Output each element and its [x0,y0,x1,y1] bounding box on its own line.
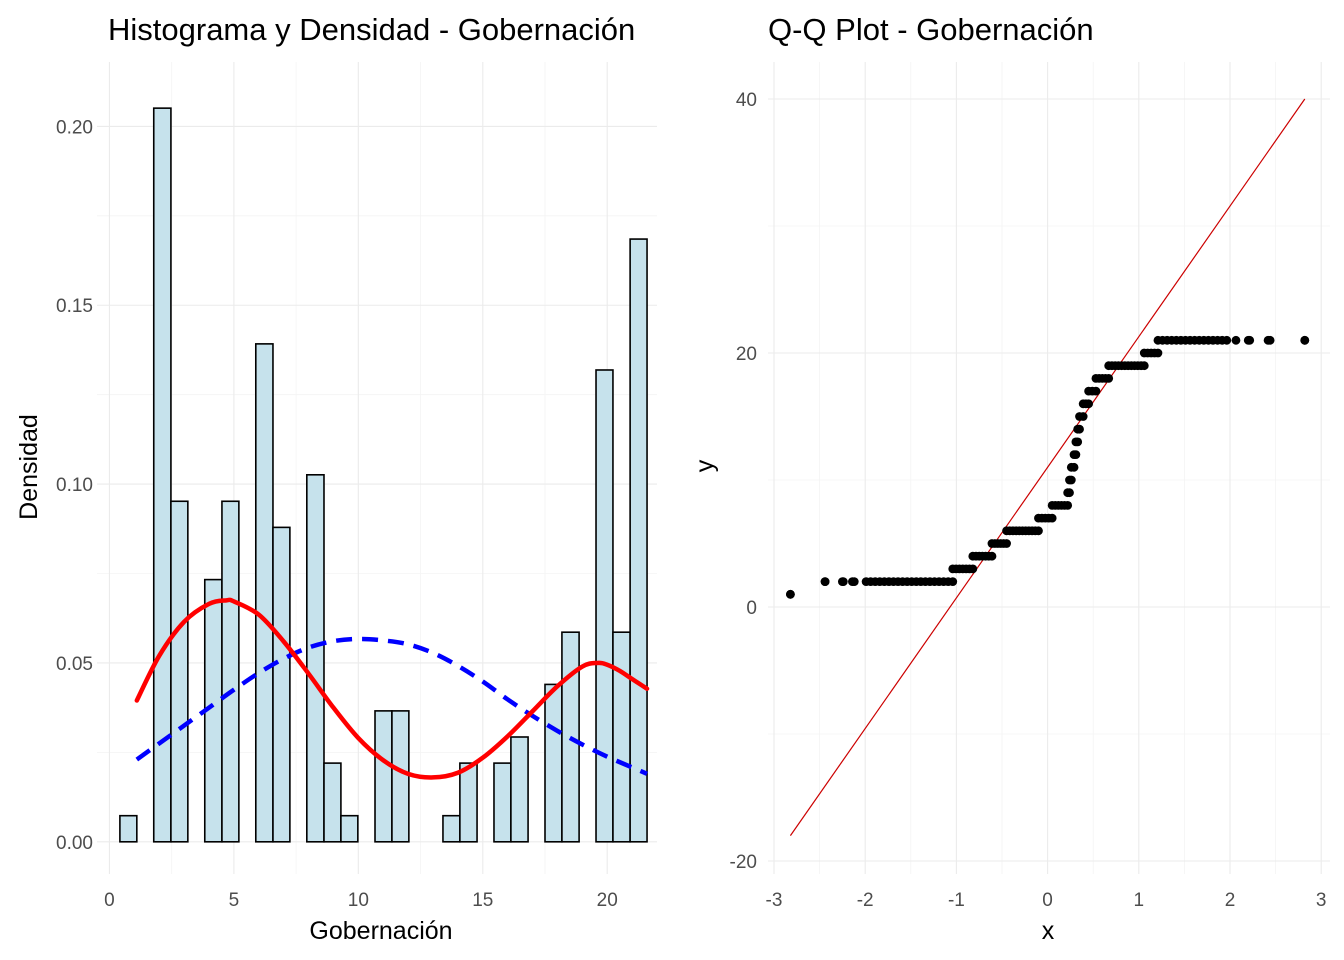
histogram-bar [493,762,512,843]
histogram-bar [306,473,325,843]
histogram-x-tick-label: 15 [472,890,493,911]
qq-point [1075,424,1084,434]
qq-point [987,551,997,561]
qq-y-tick-label: 0 [746,598,757,619]
qq-y-tick-label: 20 [736,344,757,365]
histogram-bar [510,736,529,843]
qq-x-tick-label: -3 [766,890,783,911]
qq-points [786,335,1310,599]
histogram-x-tick-label: 10 [348,890,369,911]
qq-point [838,577,847,586]
normal-density-curve [135,636,648,776]
histogram-x-axis-title: Gobernación [309,917,452,945]
qq-point [948,577,958,586]
qq-point [1047,513,1057,523]
qq-point [849,577,859,586]
histogram-x-tick-labels: 0 5 10 15 20 [104,890,618,911]
qq-point [1063,501,1073,510]
qq-y-tick-label: -20 [730,852,757,873]
qq-point [1069,462,1079,472]
histogram-y-tick-labels: 0.00 0.05 0.10 0.15 0.20 [56,117,93,853]
qq-x-tick-label: -2 [857,890,874,911]
qq-x-tick-label: 2 [1225,890,1236,911]
histogram-bar [119,814,138,843]
histogram-bar [612,631,631,843]
histogram-bar [221,500,240,843]
histogram-bar [595,369,614,843]
qq-x-tick-label: -1 [948,890,965,911]
histogram-x-tick-label: 0 [104,890,115,911]
histogram-bar [459,762,478,843]
qq-point [1139,361,1149,371]
qq-y-axis-title: y [691,459,719,472]
qq-x-axis-title: x [1042,917,1055,945]
histogram-y-axis-title: Densidad [15,414,43,520]
histogram-bar [254,343,274,843]
qq-point [1222,335,1232,345]
histogram-title: Histograma y Densidad - Gobernación [108,12,635,47]
histogram-y-tick-label: 0.15 [56,296,93,317]
qq-point [1300,335,1310,345]
qq-point [1073,437,1083,447]
qq-point [786,589,795,599]
qq-point [1002,539,1011,548]
histogram-x-tick-label: 20 [597,890,618,911]
qq-point [1065,488,1074,498]
histogram-bar [629,238,648,843]
histogram-bars [119,107,648,843]
qq-point [1091,386,1101,396]
qq-point [1066,475,1076,485]
histogram-bar [323,762,342,843]
histogram-bar [374,710,393,843]
histogram-y-tick-label: 0.10 [56,475,93,496]
histogram-bar [391,710,410,843]
qq-reference-line [789,98,1306,836]
histogram-bar [152,107,172,843]
histogram-bar [170,500,189,843]
histogram-y-tick-label: 0.20 [56,117,93,138]
histogram-bar [544,683,563,843]
qq-point [1071,450,1081,459]
qq-x-tick-labels: -3 -2 -1 0 1 2 3 [766,890,1327,911]
histogram-panel: Histograma y Densidad - Gobernación 0 5 10… [15,12,657,945]
histogram-bar [442,814,461,843]
qq-point [1034,526,1043,536]
qq-x-tick-label: 3 [1316,890,1327,911]
qq-point [1104,374,1114,383]
qq-point [820,577,830,586]
qq-point [1153,348,1163,358]
histogram-bar [272,526,291,843]
histogram-bar [340,814,359,843]
histogram-y-tick-label: 0.00 [56,833,93,854]
qq-plot-title: Q-Q Plot - Gobernación [768,12,1094,47]
qq-x-tick-label: 0 [1042,890,1053,911]
qq-point [1231,335,1241,345]
qq-plot-grid [768,62,1330,874]
qq-y-tick-labels: -20 0 20 40 [730,90,757,873]
qq-x-tick-label: 1 [1134,890,1145,911]
histogram-y-tick-label: 0.05 [56,654,93,675]
qq-point [1265,335,1275,345]
histogram-grid [97,62,657,874]
qq-point [968,564,978,574]
kernel-density-curve [134,597,650,780]
qq-y-tick-label: 40 [736,90,757,111]
histogram-x-tick-label: 5 [229,890,240,911]
qq-plot-panel: Q-Q Plot - Gobernación -3 -2 -1 0 1 2 3 -20 0 20… [691,12,1330,945]
qq-point [1243,335,1253,345]
qq-point [1078,412,1088,421]
qq-point [1084,399,1094,409]
